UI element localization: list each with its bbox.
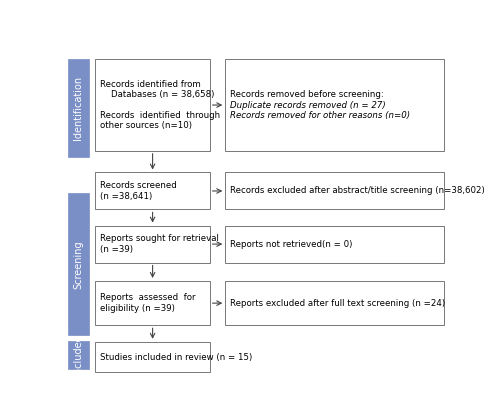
Bar xyxy=(96,173,210,209)
Text: Reports not retrieved(n = 0): Reports not retrieved(n = 0) xyxy=(230,240,352,249)
Text: Records screened
(n =38,641): Records screened (n =38,641) xyxy=(100,181,177,201)
Bar xyxy=(225,173,444,209)
Text: Duplicate records removed (n = 27): Duplicate records removed (n = 27) xyxy=(230,101,386,110)
Bar xyxy=(68,341,89,370)
Text: Screening: Screening xyxy=(73,240,83,288)
Text: Identification: Identification xyxy=(73,76,83,140)
Text: Reports excluded after full text screening (n =24): Reports excluded after full text screeni… xyxy=(230,298,445,308)
Bar xyxy=(225,281,444,325)
Text: Studies included in review (n = 15): Studies included in review (n = 15) xyxy=(100,352,252,362)
Text: Records identified from
    Databases (n = 38,658)

Records  identified  through: Records identified from Databases (n = 3… xyxy=(100,80,220,130)
Text: Reports sought for retrieval
(n =39): Reports sought for retrieval (n =39) xyxy=(100,234,219,254)
Text: Reports  assessed  for
eligibility (n =39): Reports assessed for eligibility (n =39) xyxy=(100,293,196,313)
Bar xyxy=(68,59,89,157)
Bar xyxy=(96,226,210,263)
Text: Records removed before screening:: Records removed before screening: xyxy=(230,90,384,99)
Bar xyxy=(96,342,210,372)
Bar xyxy=(225,226,444,263)
Bar xyxy=(68,194,89,335)
Bar xyxy=(96,59,210,151)
Text: Records removed for other reasons (n=0): Records removed for other reasons (n=0) xyxy=(230,111,410,120)
Bar xyxy=(96,281,210,325)
Text: Records excluded after abstract/title screening (n=38,602): Records excluded after abstract/title sc… xyxy=(230,186,484,196)
Bar xyxy=(225,59,444,151)
Text: Included: Included xyxy=(73,334,83,376)
